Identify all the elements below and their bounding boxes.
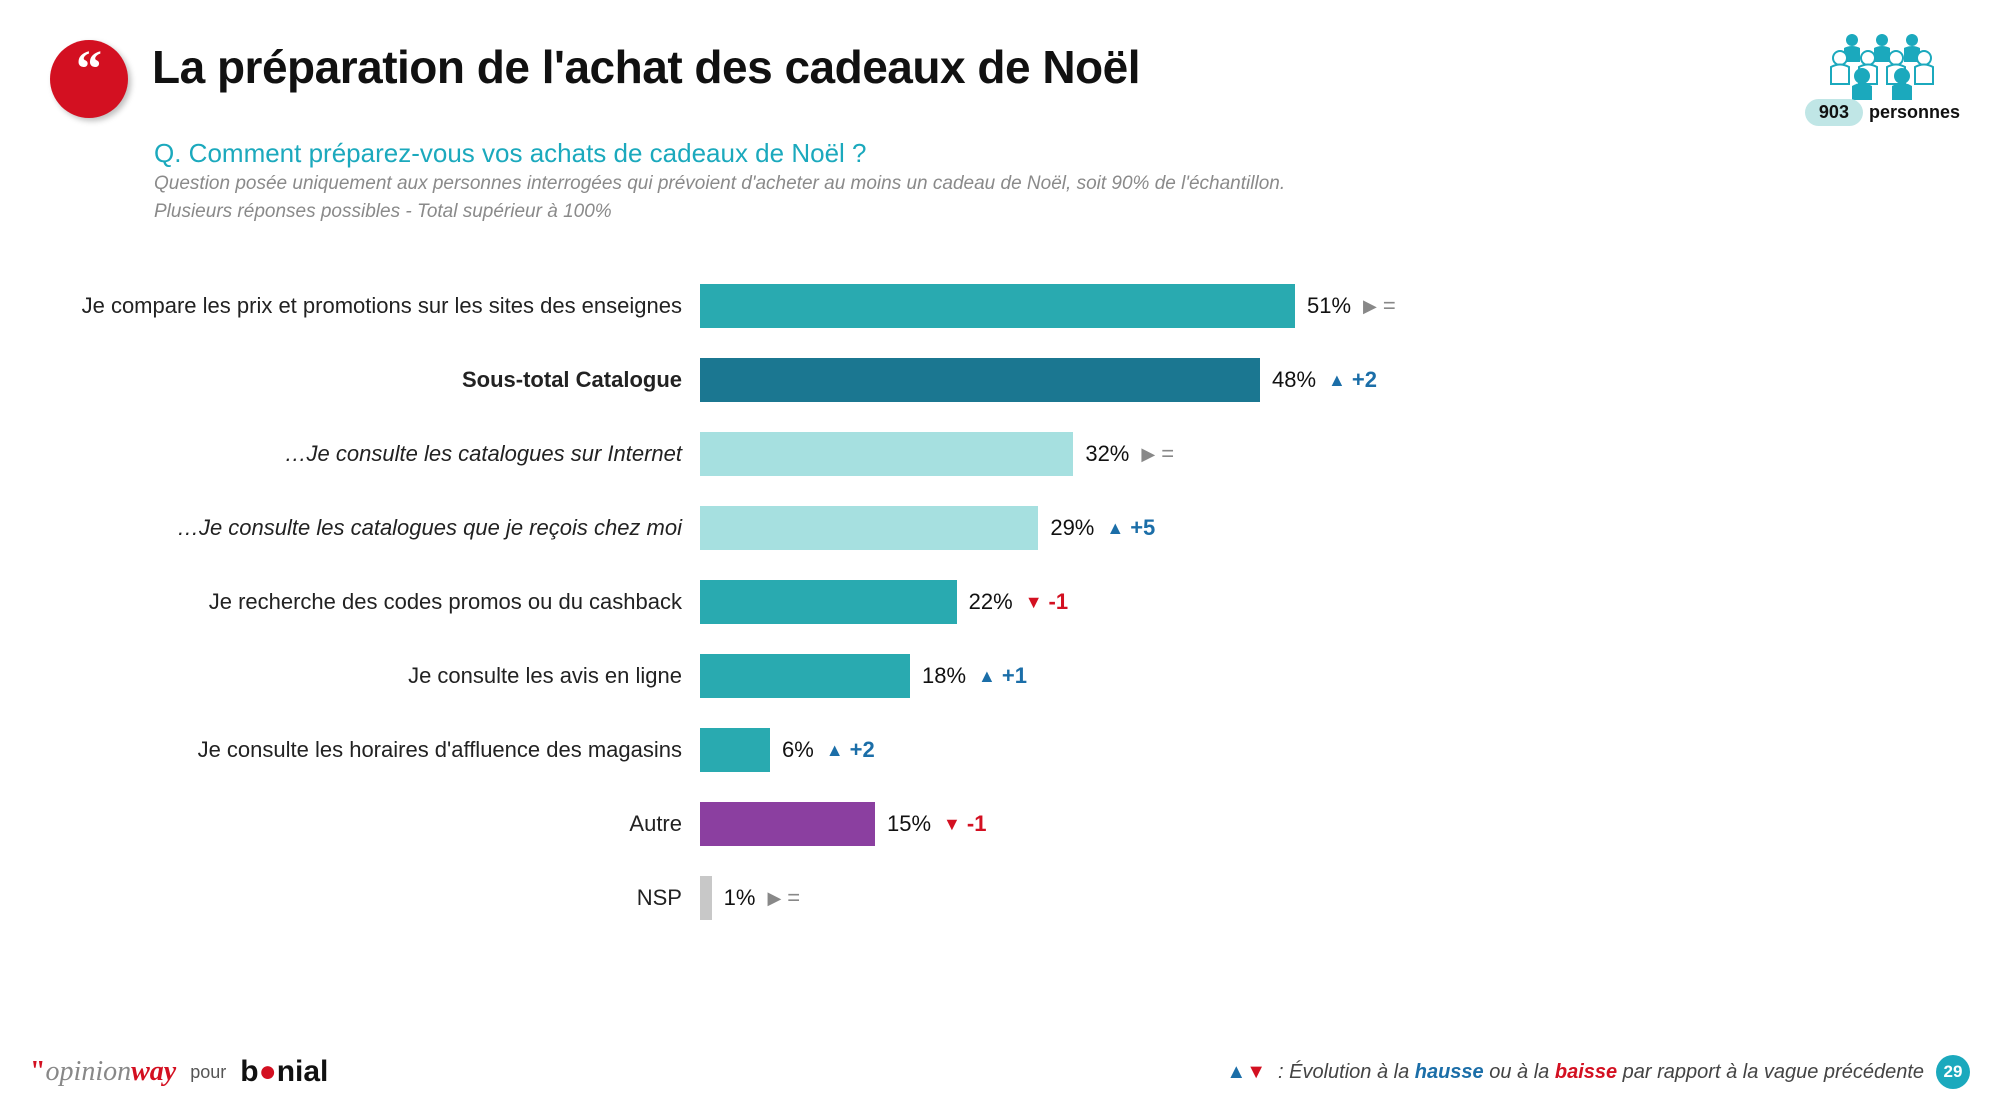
trend-indicator: ▼-1: [943, 811, 986, 837]
quote-icon: “: [50, 40, 128, 118]
bar-area: 18% ▲+1: [700, 654, 1950, 698]
row-label: Je recherche des codes promos ou du cash…: [0, 589, 700, 615]
bar: [700, 580, 957, 624]
bar-value: 15%: [887, 811, 931, 837]
page-number: 29: [1936, 1055, 1970, 1089]
trend-indicator: ▲+2: [1328, 367, 1377, 393]
bar-area: 22% ▼-1: [700, 580, 1950, 624]
bar-area: 6% ▲+2: [700, 728, 1950, 772]
row-label: …Je consulte les catalogues que je reçoi…: [0, 515, 700, 541]
row-label: Je consulte les horaires d'affluence des…: [0, 737, 700, 763]
pour-label: pour: [190, 1062, 226, 1083]
row-label: NSP: [0, 885, 700, 911]
bar: [700, 506, 1038, 550]
chart-row: Je consulte les avis en ligne 18% ▲+1: [0, 654, 1950, 698]
trend-indicator: ▼-1: [1025, 589, 1068, 615]
row-label: Autre: [0, 811, 700, 837]
page-footer: "opinionway pour b●nial ▲▼ : Évolution à…: [0, 1055, 2000, 1089]
bar-chart: Je compare les prix et promotions sur le…: [0, 284, 2000, 920]
trend-indicator: ▲+5: [1106, 515, 1155, 541]
bar-value: 29%: [1050, 515, 1094, 541]
bar-value: 22%: [969, 589, 1013, 615]
bar-value: 18%: [922, 663, 966, 689]
row-label: …Je consulte les catalogues sur Internet: [0, 441, 700, 467]
bar: [700, 284, 1295, 328]
bar: [700, 432, 1073, 476]
sample-count: 903: [1805, 99, 1863, 126]
bar-value: 6%: [782, 737, 814, 763]
footer-branding: "opinionway pour b●nial: [30, 1055, 328, 1089]
row-label: Je consulte les avis en ligne: [0, 663, 700, 689]
chart-row: Je recherche des codes promos ou du cash…: [0, 580, 1950, 624]
bonial-logo: b●nial: [240, 1055, 328, 1089]
footer-legend: ▲▼ : Évolution à la hausse ou à la baiss…: [1226, 1055, 1970, 1089]
bar-value: 48%: [1272, 367, 1316, 393]
page-title: La préparation de l'achat des cadeaux de…: [152, 40, 1140, 94]
row-label: Je compare les prix et promotions sur le…: [0, 293, 700, 319]
chart-row: Autre 15% ▼-1: [0, 802, 1950, 846]
question-note-1: Question posée uniquement aux personnes …: [154, 171, 2000, 197]
bar-area: 1% ▶=: [700, 876, 1950, 920]
row-label: Sous-total Catalogue: [0, 367, 700, 393]
trend-indicator: ▶=: [1363, 293, 1396, 319]
trend-indicator: ▲+2: [826, 737, 875, 763]
chart-row: Je compare les prix et promotions sur le…: [0, 284, 1950, 328]
bar-area: 29% ▲+5: [700, 506, 1950, 550]
bar-value: 1%: [724, 885, 756, 911]
chart-row: …Je consulte les catalogues que je reçoi…: [0, 506, 1950, 550]
bar-area: 32% ▶=: [700, 432, 1950, 476]
chart-row: Je consulte les horaires d'affluence des…: [0, 728, 1950, 772]
page-header: “ La préparation de l'achat des cadeaux …: [0, 0, 2000, 118]
sample-label: personnes: [1869, 102, 1960, 123]
trend-indicator: ▲+1: [978, 663, 1027, 689]
bar-area: 51% ▶=: [700, 284, 1950, 328]
sample-badge: 903 personnes: [1805, 30, 1960, 126]
bar-area: 48% ▲+2: [700, 358, 1950, 402]
question-note-2: Plusieurs réponses possibles - Total sup…: [154, 199, 2000, 225]
bar: [700, 876, 712, 920]
chart-row: …Je consulte les catalogues sur Internet…: [0, 432, 1950, 476]
trend-indicator: ▶=: [1141, 441, 1174, 467]
chart-row: NSP 1% ▶=: [0, 876, 1950, 920]
people-group-icon: [1822, 30, 1942, 100]
bar: [700, 654, 910, 698]
bar-value: 32%: [1085, 441, 1129, 467]
trend-indicator: ▶=: [767, 885, 800, 911]
opinionway-logo: "opinionway: [30, 1056, 176, 1088]
bar: [700, 728, 770, 772]
question-block: Q. Comment préparez-vous vos achats de c…: [0, 118, 2000, 224]
bar: [700, 802, 875, 846]
question-text: Q. Comment préparez-vous vos achats de c…: [154, 138, 2000, 169]
bar-value: 51%: [1307, 293, 1351, 319]
bar: [700, 358, 1260, 402]
bar-area: 15% ▼-1: [700, 802, 1950, 846]
chart-row: Sous-total Catalogue 48% ▲+2: [0, 358, 1950, 402]
